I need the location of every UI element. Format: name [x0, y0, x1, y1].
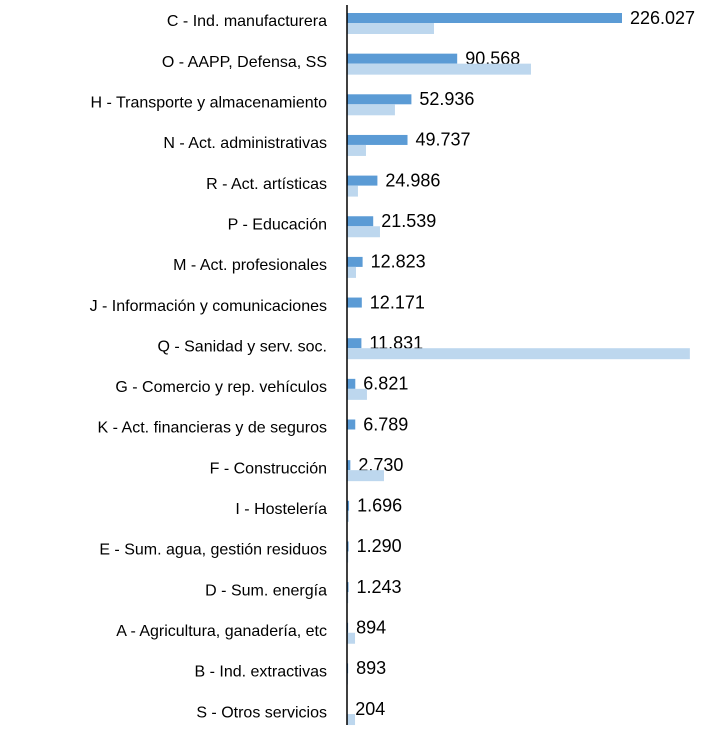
bar: [347, 94, 412, 105]
category-label: J - Información y comunicaciones: [90, 298, 327, 315]
category-label: O - AAPP, Defensa, SS: [162, 54, 327, 71]
value-label: 6.821: [363, 374, 408, 394]
bar: [347, 63, 531, 75]
value-label: 204: [355, 699, 385, 719]
bar: [347, 338, 362, 349]
category-label: H - Transporte y almacenamiento: [90, 95, 327, 112]
category-label: K - Act. financieras y de seguros: [98, 420, 327, 437]
bar: [347, 388, 367, 400]
value-label: 893: [356, 658, 386, 678]
bar: [347, 53, 458, 64]
value-label: 49.737: [416, 130, 471, 150]
value-label: 11.831: [369, 333, 423, 353]
bar: [347, 104, 395, 116]
category-label: M - Act. profesionales: [173, 257, 327, 274]
category-label: Q - Sanidad y serv. soc.: [157, 338, 327, 355]
bar: [347, 632, 356, 644]
bar: [347, 297, 362, 308]
category-label: D - Sum. energía: [205, 582, 327, 599]
bar: [347, 500, 350, 511]
bar: [347, 144, 366, 156]
bar: [347, 134, 408, 145]
value-label: 52.936: [419, 89, 474, 109]
bar: [347, 470, 384, 482]
bar: [347, 185, 358, 197]
bar: [347, 23, 434, 34]
category-label: F - Construcción: [210, 460, 327, 477]
category-label: E - Sum. agua, gestión residuos: [99, 542, 327, 559]
value-label: 24.986: [385, 170, 440, 190]
category-label: A - Agricultura, ganadería, etc: [116, 623, 327, 640]
bar: [347, 13, 622, 23]
bar: [347, 419, 356, 430]
bar: [347, 226, 380, 238]
category-label: R - Act. artísticas: [206, 176, 327, 193]
bar: [347, 714, 356, 726]
value-label: 226.027: [630, 8, 695, 28]
value-label: 1.290: [357, 536, 402, 556]
bar: [347, 266, 357, 278]
value-label: 1.243: [357, 577, 402, 597]
bar: [347, 256, 363, 267]
bar: [347, 541, 349, 552]
bar: [347, 460, 351, 471]
value-label: 90.568: [465, 48, 520, 68]
value-label: 12.823: [371, 252, 426, 272]
bar: [347, 582, 349, 593]
value-label: 1.696: [357, 496, 402, 516]
bar: [347, 216, 374, 227]
bar: [347, 378, 356, 389]
value-label: 21.539: [381, 211, 436, 231]
value-label: 6.789: [363, 414, 408, 434]
value-label: 12.171: [370, 292, 425, 312]
category-label: C - Ind. manufacturera: [167, 13, 327, 30]
category-label: G - Comercio y rep. vehículos: [115, 379, 327, 396]
bar: [347, 510, 349, 522]
category-label: B - Ind. extractivas: [195, 664, 328, 681]
bar: [347, 175, 378, 186]
category-label: P - Educación: [228, 216, 327, 233]
value-label: 894: [356, 618, 386, 638]
category-label: I - Hostelería: [235, 501, 327, 518]
bar: [347, 348, 690, 360]
category-label: S - Otros servicios: [196, 704, 327, 721]
value-label: 2.730: [358, 455, 403, 475]
category-label: N - Act. administrativas: [163, 135, 327, 152]
